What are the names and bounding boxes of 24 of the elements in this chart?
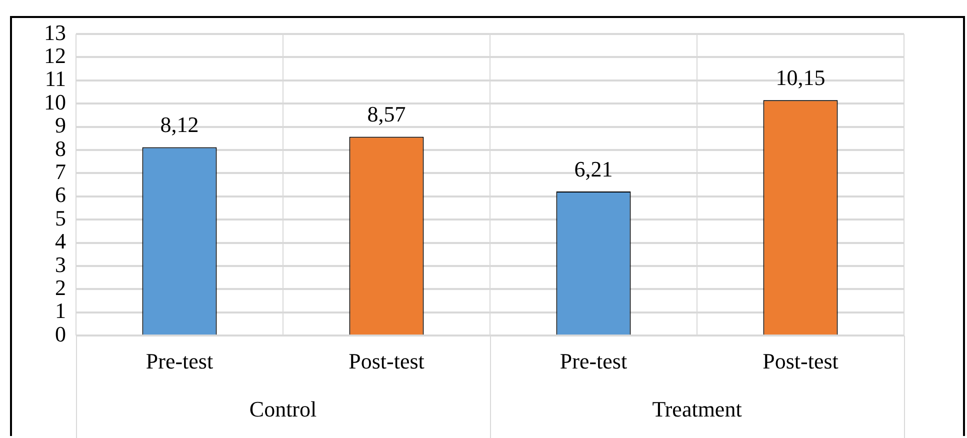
text: Treatment — [652, 396, 742, 422]
y-tick-label: 12 — [44, 42, 66, 68]
data-label: 6,21 — [574, 156, 613, 182]
data-label: 10,15 — [776, 64, 826, 90]
y-tick-label: 2 — [55, 274, 66, 300]
y-tick-label: 4 — [55, 228, 66, 254]
x-tick-label: Post-test — [762, 348, 838, 374]
y-tick-label: 8 — [55, 136, 66, 161]
y-tick-label: 13 — [44, 20, 66, 45]
data-label: 8,57 — [367, 102, 406, 127]
x-tick-label: Pre-test — [146, 348, 214, 374]
y-tick-label: 1 — [55, 298, 66, 324]
x-tick-label: Post-test — [348, 348, 424, 374]
y-tick-label: 3 — [55, 252, 66, 277]
y-tick-label: 6 — [55, 182, 66, 208]
y-tick-label: 7 — [55, 158, 66, 184]
y-tick-label: 0 — [55, 321, 66, 346]
y-tick-label: 5 — [55, 205, 66, 230]
y-tick-label: 10 — [44, 89, 66, 114]
data-label: 8,12 — [160, 112, 199, 137]
x-tick-label: Pre-test — [560, 348, 628, 374]
y-tick-label: 9 — [55, 112, 66, 138]
text: Control — [249, 396, 317, 422]
y-tick-label: 11 — [44, 66, 66, 92]
